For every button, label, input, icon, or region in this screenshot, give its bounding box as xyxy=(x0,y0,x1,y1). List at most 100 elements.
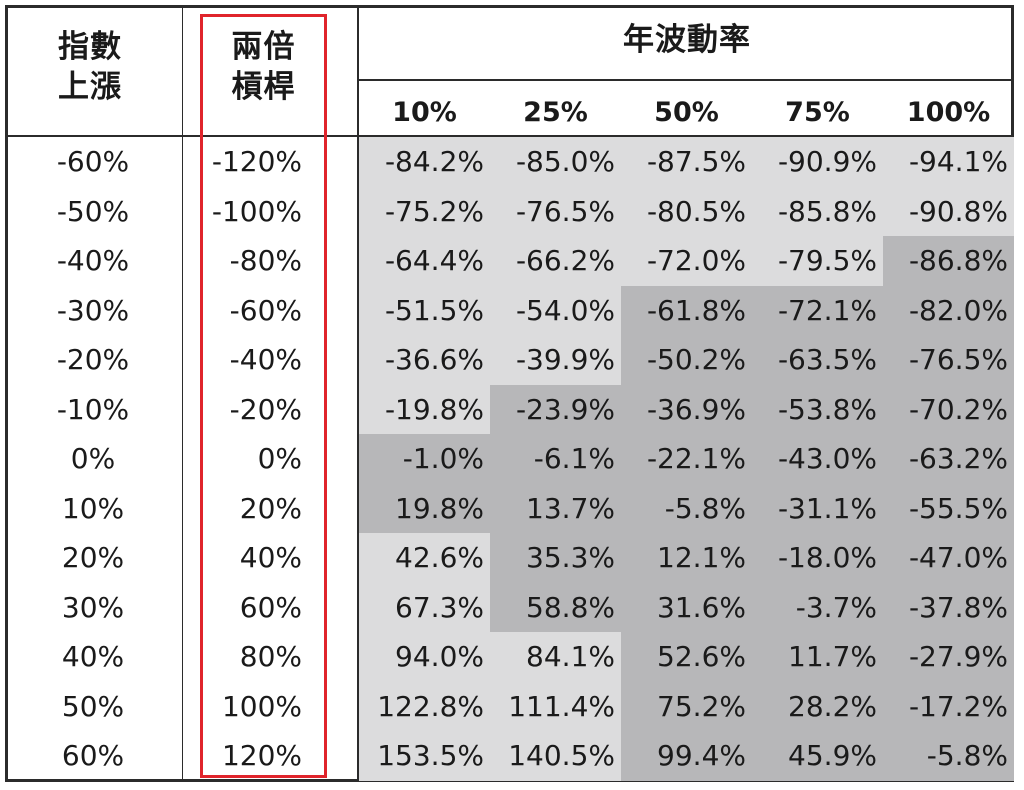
index-change-value: -30% xyxy=(56,293,130,327)
table-cell: -63.2% xyxy=(883,434,1014,484)
table-cell: -50.2% xyxy=(621,335,752,385)
table-cell: 13.7% xyxy=(490,483,621,534)
table-cell: -66.2% xyxy=(490,236,621,286)
index-change-value: 0% xyxy=(70,442,116,475)
table-cell: -39.9% xyxy=(490,335,621,385)
leverage-value: 40% xyxy=(239,541,302,574)
table-cell: -85.8% xyxy=(752,186,883,237)
index-change-value: -20% xyxy=(56,343,130,376)
index-change-value: -50% xyxy=(56,194,130,228)
table-cell: 111.4% xyxy=(490,681,621,732)
table-cell: -72.1% xyxy=(752,285,883,336)
leverage-value: 100% xyxy=(221,689,302,723)
table-cell: 122.8% xyxy=(359,681,490,732)
index-change-value: 40% xyxy=(61,640,125,673)
table-cell: -18.0% xyxy=(752,533,883,583)
index-change-value: -10% xyxy=(56,392,130,426)
table-cell: -17.2% xyxy=(883,681,1014,732)
header-bottom-rule xyxy=(8,135,1011,137)
leverage-value: -100% xyxy=(211,194,302,228)
table-cell: -79.5% xyxy=(752,236,883,286)
leverage-header: 兩倍 槓桿 xyxy=(203,27,324,107)
index-change-value: 30% xyxy=(61,590,125,624)
table-cell: 153.5% xyxy=(359,731,490,781)
table-cell: -37.8% xyxy=(883,582,1014,633)
index-change-value: -60% xyxy=(56,145,130,178)
index-change-value: 20% xyxy=(61,541,125,574)
table-cell: -84.2% xyxy=(359,137,490,187)
table-cell: 12.1% xyxy=(621,533,752,583)
table-cell: -47.0% xyxy=(883,533,1014,583)
index-change-header-line1: 指數 xyxy=(58,29,122,65)
table-cell: -87.5% xyxy=(621,137,752,187)
index-change-header-line2: 上漲 xyxy=(58,69,122,105)
table-cell: -53.8% xyxy=(752,384,883,435)
table-cell: -82.0% xyxy=(883,285,1014,336)
leverage-value: -40% xyxy=(229,343,302,376)
table-cell: 52.6% xyxy=(621,632,752,682)
table-cell: -3.7% xyxy=(752,582,883,633)
table-cell: 11.7% xyxy=(752,632,883,682)
table-cell: -55.5% xyxy=(883,483,1014,534)
table-cell: 140.5% xyxy=(490,731,621,781)
column-divider-left xyxy=(182,8,183,782)
table-cell: -27.9% xyxy=(883,632,1014,682)
index-change-value: 10% xyxy=(61,491,125,525)
table-cell: -72.0% xyxy=(621,236,752,286)
index-change-value: 60% xyxy=(61,739,125,772)
table-cell: -1.0% xyxy=(359,434,490,484)
volatility-column-header: 75% xyxy=(785,97,850,128)
leverage-value: 60% xyxy=(239,590,302,624)
table-cell: 67.3% xyxy=(359,582,490,633)
table-cell: 99.4% xyxy=(621,731,752,781)
table-cell: 42.6% xyxy=(359,533,490,583)
leverage-value: -120% xyxy=(211,145,302,178)
volatility-column-header: 100% xyxy=(906,97,991,128)
table-cell: 58.8% xyxy=(490,582,621,633)
table-cell: -23.9% xyxy=(490,384,621,435)
table-cell: 84.1% xyxy=(490,632,621,682)
table-cell: 94.0% xyxy=(359,632,490,682)
table-cell: -85.0% xyxy=(490,137,621,187)
table-cell: -36.6% xyxy=(359,335,490,385)
table-cell: -94.1% xyxy=(883,137,1014,187)
volatility-column-header: 25% xyxy=(523,97,588,128)
table-cell: -6.1% xyxy=(490,434,621,484)
leverage-value: 120% xyxy=(221,739,302,772)
table-cell: -43.0% xyxy=(752,434,883,484)
leverage-header-line1: 兩倍 xyxy=(231,29,296,65)
index-change-value: -40% xyxy=(56,244,130,277)
table-cell: -76.5% xyxy=(490,186,621,237)
leverage-value: 20% xyxy=(239,491,302,525)
leverage-header-line2: 槓桿 xyxy=(231,69,296,105)
leverage-value: -20% xyxy=(229,392,302,426)
volatility-column-header: 10% xyxy=(392,97,457,128)
table-cell: -75.2% xyxy=(359,186,490,237)
leverage-column-highlight xyxy=(200,14,327,778)
leverage-value: 0% xyxy=(257,442,302,475)
table-cell: -80.5% xyxy=(621,186,752,237)
table-cell: -63.5% xyxy=(752,335,883,385)
volatility-column-header: 50% xyxy=(654,97,719,128)
table-cell: -36.9% xyxy=(621,384,752,435)
table-cell: -31.1% xyxy=(752,483,883,534)
leverage-value: 80% xyxy=(239,640,302,673)
volatility-header: 年波動率 xyxy=(623,22,751,58)
table-cell: -61.8% xyxy=(621,285,752,336)
volatility-header-rule xyxy=(359,79,1011,81)
table-cell: -86.8% xyxy=(883,236,1014,286)
table-cell: -22.1% xyxy=(621,434,752,484)
table-cell: -54.0% xyxy=(490,285,621,336)
table-cell: -90.8% xyxy=(883,186,1014,237)
table-cell: -64.4% xyxy=(359,236,490,286)
leverage-value: -60% xyxy=(229,293,302,327)
table-cell: -90.9% xyxy=(752,137,883,187)
column-divider-right xyxy=(357,8,359,782)
index-change-header: 指數 上漲 xyxy=(30,27,150,107)
table-cell: -5.8% xyxy=(621,483,752,534)
table-cell: -51.5% xyxy=(359,285,490,336)
table-cell: 28.2% xyxy=(752,681,883,732)
table-cell: 75.2% xyxy=(621,681,752,732)
table-cell: -5.8% xyxy=(883,731,1014,781)
